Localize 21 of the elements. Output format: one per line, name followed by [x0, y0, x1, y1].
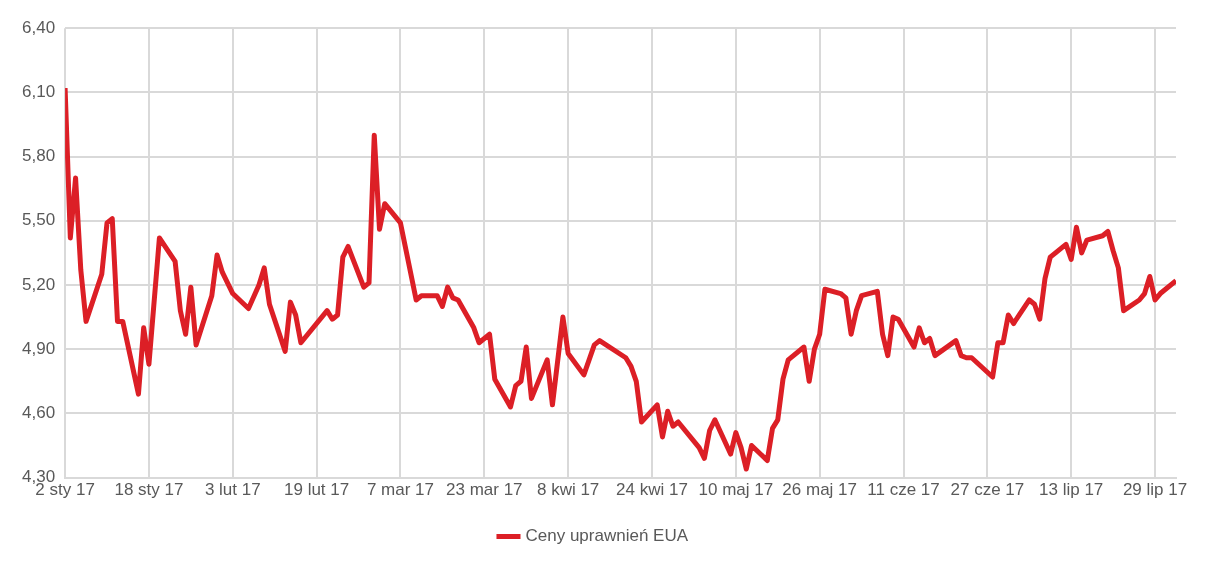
y-tick-label: 4,60 — [21, 403, 56, 423]
y-tick-label: 6,40 — [21, 17, 56, 37]
x-tick-label: 19 lut 17 — [284, 480, 350, 500]
x-tick-label: 8 kwi 17 — [536, 480, 600, 500]
x-tick-label: 18 sty 17 — [114, 480, 184, 500]
y-tick-label: 5,80 — [21, 146, 56, 166]
y-tick-label: 5,20 — [21, 274, 56, 294]
x-tick-label: 7 mar 17 — [366, 480, 434, 500]
x-tick-label: 24 kwi 17 — [616, 480, 688, 500]
x-tick-label: 29 lip 17 — [1122, 480, 1188, 500]
x-tick-label: 27 cze 17 — [950, 480, 1025, 500]
x-tick-label: 26 maj 17 — [782, 480, 858, 500]
legend-label: Ceny uprawnień EUA — [525, 526, 689, 546]
y-tick-label: 4,90 — [21, 338, 56, 358]
x-tick-label: 10 maj 17 — [698, 480, 774, 500]
x-tick-label: 23 mar 17 — [446, 480, 523, 500]
y-tick-label: 6,10 — [21, 82, 56, 102]
x-tick-label: 3 lut 17 — [204, 480, 261, 500]
y-tick-label: 5,50 — [21, 210, 56, 230]
x-tick-label: 13 lip 17 — [1039, 480, 1104, 500]
x-tick-label: 11 cze 17 — [867, 480, 940, 500]
